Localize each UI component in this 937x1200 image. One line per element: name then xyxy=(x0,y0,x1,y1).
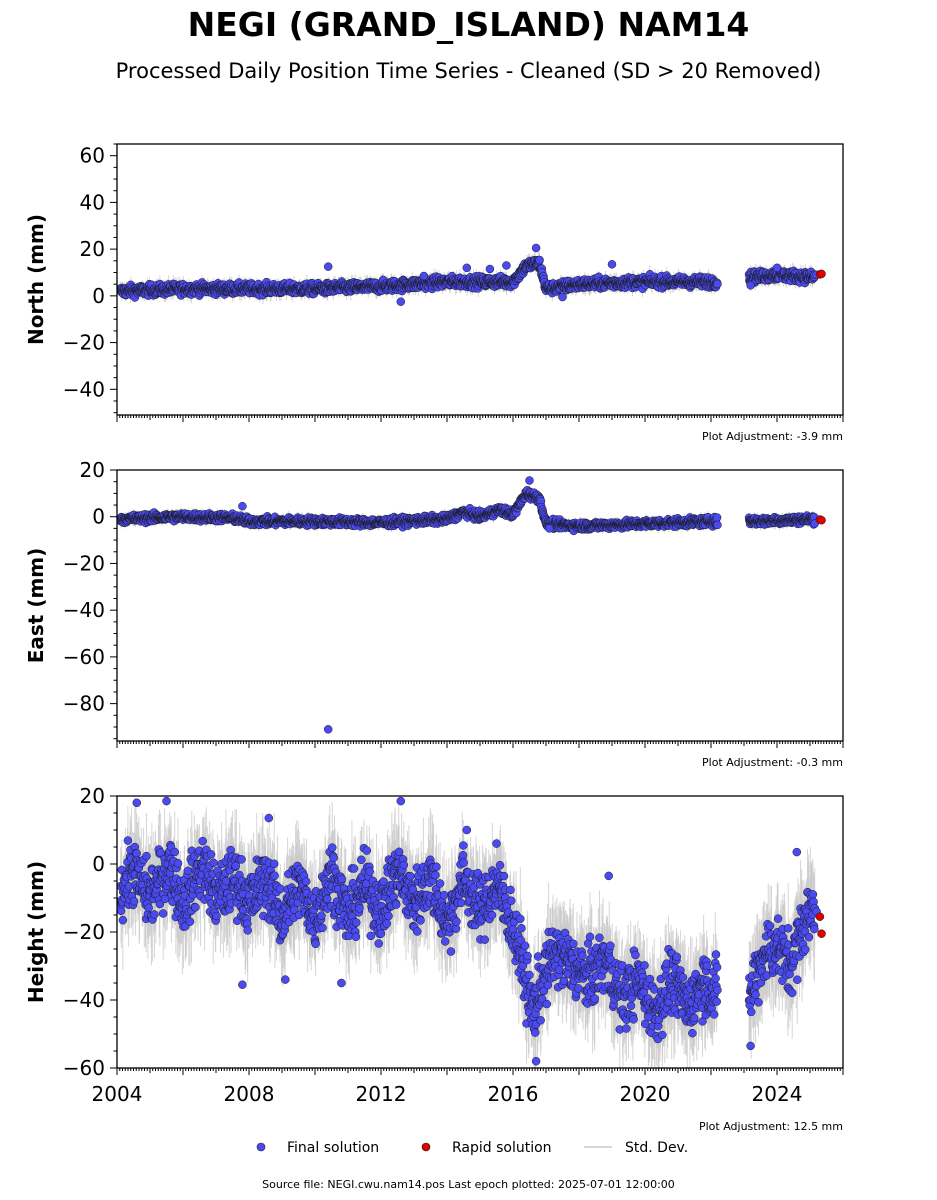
y-axis-label: North (mm) xyxy=(24,214,48,345)
final-point xyxy=(558,292,567,302)
rapid-points xyxy=(815,269,826,279)
y-tick-label: −40 xyxy=(63,377,105,401)
plot-adjustment: Plot Adjustment: -3.9 mm xyxy=(702,430,843,443)
final-points xyxy=(117,243,821,306)
panel-north: 60 40 20 0 −20 −40 North (mm) Plot Adjustment: … xyxy=(24,143,844,443)
final-point xyxy=(713,279,722,289)
final-point xyxy=(772,263,782,273)
y-tick-label: 60 xyxy=(80,144,105,168)
y-tick-label: −20 xyxy=(63,331,105,355)
final-point xyxy=(419,271,429,281)
final-point xyxy=(502,261,511,270)
chart-title: NEGI (GRAND_ISLAND) NAM14 xyxy=(188,5,750,44)
chart-subtitle: Processed Daily Position Time Series - C… xyxy=(116,59,822,83)
y-tick-label: 0 xyxy=(92,284,105,308)
final-point xyxy=(746,281,755,290)
final-point xyxy=(485,264,495,274)
panels: 60 40 20 0 −20 −40 North (mm) Plot Adjustment: … xyxy=(24,143,844,1133)
final-point xyxy=(462,263,472,273)
rapid-point xyxy=(817,269,826,279)
final-point xyxy=(535,255,544,265)
final-point xyxy=(323,262,333,271)
final-point xyxy=(396,297,406,306)
y-tick-label: 40 xyxy=(80,190,105,214)
y-tick-label: 20 xyxy=(80,237,105,261)
final-point xyxy=(607,260,617,269)
final-point xyxy=(531,243,541,253)
